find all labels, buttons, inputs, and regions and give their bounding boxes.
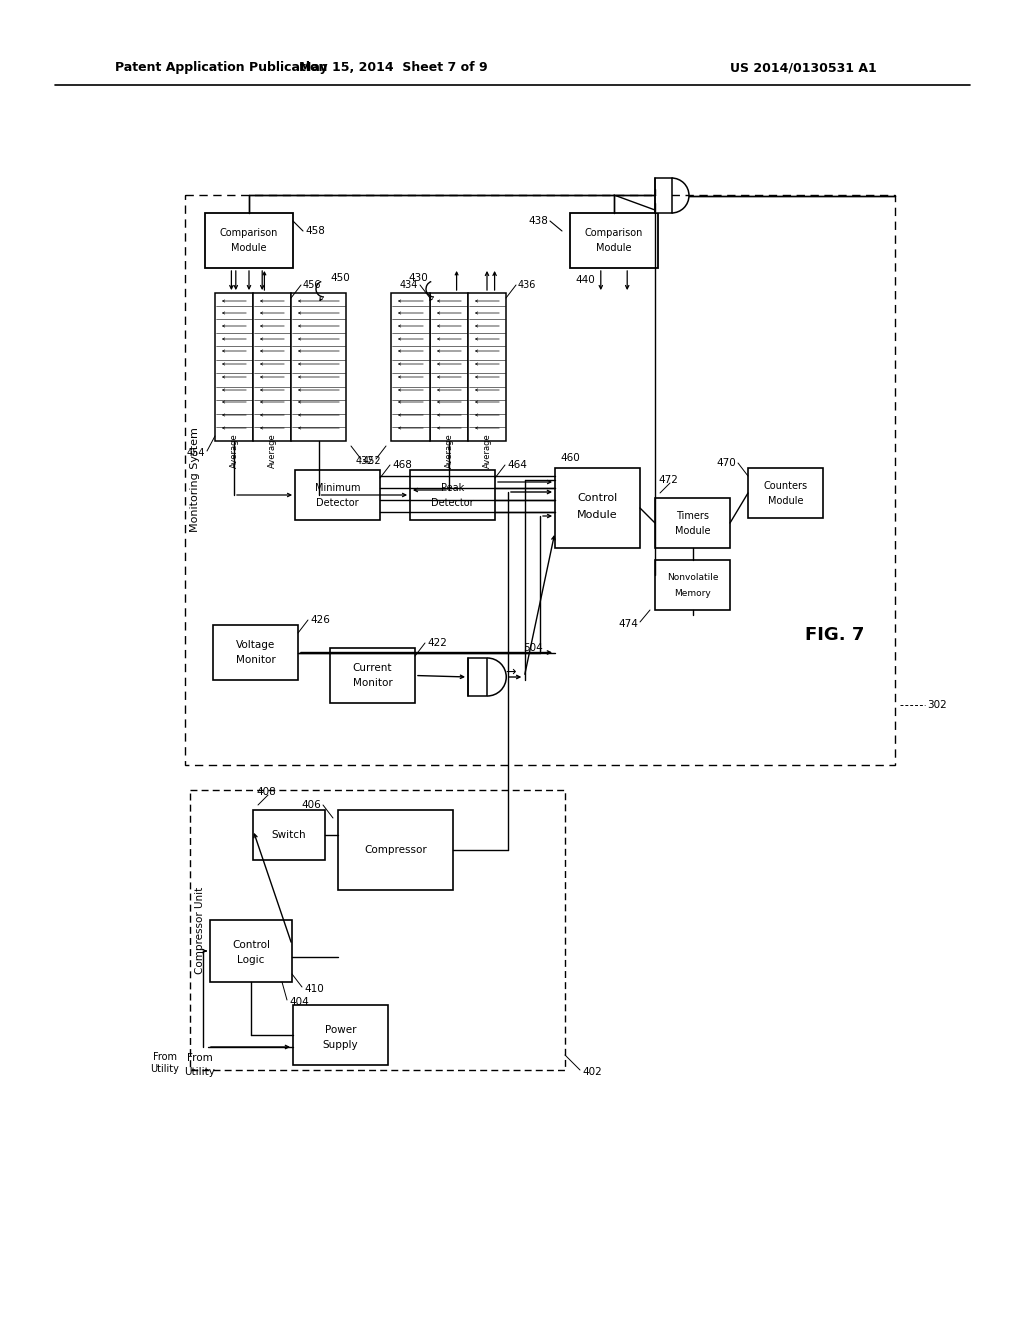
Text: Current: Current (352, 663, 392, 673)
Text: Compressor Unit: Compressor Unit (195, 886, 205, 974)
Bar (213, 624, 298, 680)
Text: 460: 460 (560, 453, 580, 463)
Text: Switch: Switch (271, 830, 306, 840)
Bar (430, 293, 468, 441)
Bar (655, 498, 730, 548)
Text: May 15, 2014  Sheet 7 of 9: May 15, 2014 Sheet 7 of 9 (299, 62, 487, 74)
Text: Control: Control (232, 940, 270, 950)
Bar (293, 1005, 388, 1065)
Text: Module: Module (768, 496, 803, 506)
Text: 440: 440 (575, 275, 595, 285)
Text: Voltage: Voltage (236, 640, 275, 649)
Text: Counters: Counters (764, 480, 808, 491)
Bar (655, 178, 672, 213)
Text: 404: 404 (289, 997, 309, 1007)
Text: 452: 452 (362, 455, 382, 466)
Text: Average: Average (482, 434, 492, 469)
Text: 430: 430 (409, 273, 428, 282)
Text: 302: 302 (927, 700, 947, 710)
Text: →: → (506, 665, 516, 678)
Text: 426: 426 (310, 615, 330, 624)
Bar (468, 293, 506, 441)
Bar (190, 789, 565, 1071)
Text: 456: 456 (303, 280, 322, 290)
Bar (291, 293, 346, 441)
Text: 410: 410 (304, 983, 324, 994)
Bar (555, 469, 640, 548)
Bar (253, 810, 325, 861)
Bar (338, 810, 453, 890)
Text: Module: Module (231, 243, 266, 253)
Bar (210, 920, 292, 982)
Text: 432: 432 (355, 455, 374, 466)
Text: Timers: Timers (676, 511, 709, 521)
Text: Peak: Peak (441, 483, 464, 492)
Text: FIG. 7: FIG. 7 (805, 626, 864, 644)
Text: Monitor: Monitor (236, 655, 275, 665)
Text: Patent Application Publication: Patent Application Publication (115, 62, 328, 74)
Text: 474: 474 (618, 619, 638, 630)
Bar (410, 470, 495, 520)
Text: 472: 472 (658, 475, 678, 484)
Bar (570, 213, 658, 268)
Text: 434: 434 (399, 280, 418, 290)
Bar (330, 648, 415, 704)
Bar (295, 470, 380, 520)
Text: Logic: Logic (238, 954, 264, 965)
Text: Compressor: Compressor (365, 845, 427, 855)
Text: Nonvolatile: Nonvolatile (667, 573, 718, 582)
Text: Comparison: Comparison (220, 228, 279, 238)
Text: 406: 406 (301, 800, 321, 810)
Text: Average: Average (229, 434, 239, 469)
Text: Monitor: Monitor (352, 678, 392, 688)
Text: Utility: Utility (184, 1067, 215, 1077)
Text: Average: Average (267, 434, 276, 469)
Text: 470: 470 (716, 458, 736, 469)
Text: Comparison: Comparison (585, 228, 643, 238)
Text: Monitoring System: Monitoring System (190, 428, 200, 532)
Text: 504: 504 (523, 643, 543, 653)
Text: Detector: Detector (316, 498, 358, 508)
Text: 438: 438 (528, 216, 548, 226)
Text: 464: 464 (507, 459, 527, 470)
Bar (468, 657, 487, 696)
Text: Detector: Detector (431, 498, 474, 508)
Text: 422: 422 (427, 638, 446, 648)
Text: 468: 468 (392, 459, 412, 470)
Text: US 2014/0130531 A1: US 2014/0130531 A1 (730, 62, 877, 74)
Text: Module: Module (675, 525, 711, 536)
Text: 450: 450 (330, 273, 350, 282)
Text: From
Utility: From Utility (151, 1052, 179, 1073)
Text: 458: 458 (305, 226, 325, 236)
Text: Average: Average (444, 434, 454, 469)
Text: Minimum: Minimum (314, 483, 360, 492)
Bar (391, 293, 430, 441)
Text: Module: Module (578, 510, 617, 520)
Bar (655, 560, 730, 610)
Bar (185, 195, 895, 766)
Text: Memory: Memory (674, 589, 711, 598)
Text: Control: Control (578, 492, 617, 503)
Bar (748, 469, 823, 517)
Text: 402: 402 (582, 1067, 602, 1077)
Text: 454: 454 (186, 447, 205, 458)
Bar (253, 293, 291, 441)
Text: Supply: Supply (323, 1040, 358, 1049)
Text: Power: Power (325, 1026, 356, 1035)
Text: 436: 436 (518, 280, 537, 290)
Text: Module: Module (596, 243, 632, 253)
Text: 408: 408 (256, 787, 275, 797)
Text: From: From (187, 1053, 213, 1063)
Bar (215, 293, 253, 441)
Bar (205, 213, 293, 268)
